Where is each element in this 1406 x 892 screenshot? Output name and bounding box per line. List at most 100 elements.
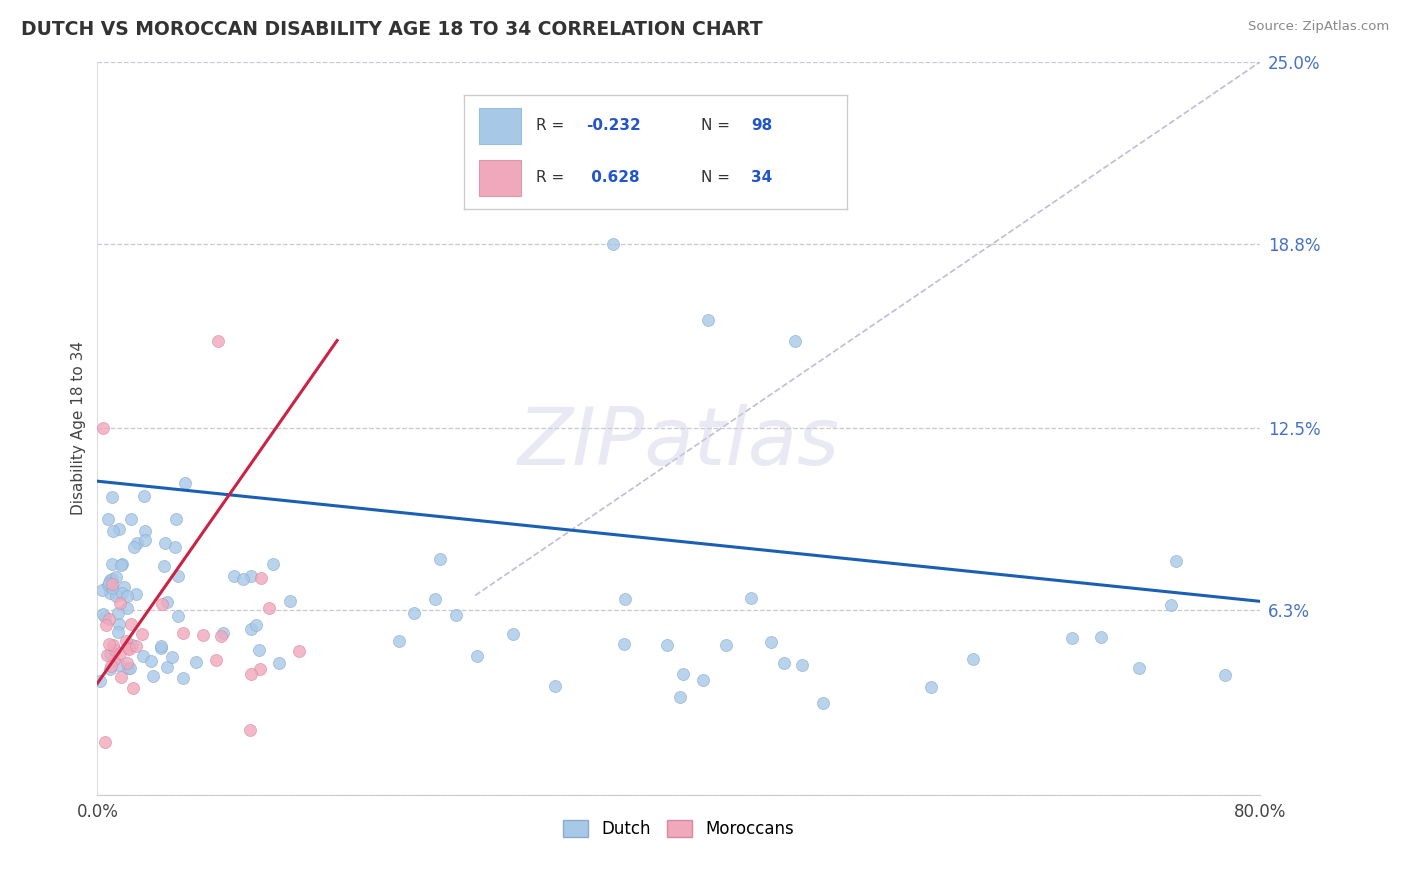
Point [103, 524, 125, 538]
Point [111, 557, 134, 571]
Point [100, 573, 122, 587]
Point [134, 533, 156, 547]
Point [131, 627, 153, 641]
Point [692, 673, 714, 687]
Point [111, 586, 134, 600]
Point [388, 634, 411, 648]
Point [1166, 553, 1188, 567]
Point [98, 647, 121, 661]
Point [101, 576, 124, 591]
Point [105, 570, 128, 584]
Point [239, 723, 262, 738]
Point [93, 610, 115, 624]
Point [134, 489, 156, 503]
Point [124, 540, 146, 554]
Point [107, 658, 129, 673]
Point [232, 572, 254, 586]
Point [502, 626, 524, 640]
Point [96, 618, 118, 632]
Point [614, 592, 637, 607]
Point [404, 606, 426, 620]
Point [172, 671, 194, 685]
Point [1160, 598, 1182, 612]
Point [125, 587, 148, 601]
Point [257, 601, 280, 615]
Point [110, 596, 132, 610]
Point [544, 679, 567, 693]
Point [97, 575, 120, 590]
Point [1062, 632, 1084, 646]
Point [107, 625, 129, 640]
Point [239, 666, 262, 681]
Point [91, 421, 114, 435]
Point [100, 662, 122, 676]
Point [267, 657, 290, 671]
Point [920, 680, 942, 694]
Point [101, 491, 124, 505]
Point [167, 569, 190, 583]
Point [813, 697, 835, 711]
Point [156, 660, 179, 674]
Point [96, 578, 118, 592]
Point [125, 639, 148, 653]
Point [100, 557, 122, 571]
Point [423, 591, 446, 606]
Point [224, 569, 246, 583]
Y-axis label: Disability Age 18 to 34: Disability Age 18 to 34 [72, 342, 86, 516]
Point [108, 522, 131, 536]
Point [97, 637, 120, 651]
Point [110, 558, 132, 572]
Point [114, 633, 136, 648]
Point [110, 670, 132, 684]
Point [121, 638, 143, 652]
Point [613, 637, 636, 651]
Point [205, 653, 228, 667]
Point [101, 572, 124, 586]
Point [249, 663, 271, 677]
Point [245, 618, 267, 632]
Point [117, 661, 139, 675]
Point [207, 334, 229, 348]
Point [103, 653, 125, 667]
Point [212, 626, 235, 640]
Point [444, 607, 467, 622]
Point [250, 571, 273, 585]
Point [120, 511, 142, 525]
Point [150, 640, 173, 655]
Point [150, 639, 173, 653]
Point [1090, 630, 1112, 644]
Point [761, 635, 783, 649]
Point [669, 690, 692, 705]
Text: ZIPatlas: ZIPatlas [517, 404, 839, 482]
Point [93, 735, 115, 749]
Point [278, 594, 301, 608]
Point [91, 582, 114, 597]
Point [110, 646, 132, 660]
Point [163, 540, 186, 554]
Point [211, 629, 233, 643]
Point [529, 149, 551, 163]
Point [98, 586, 121, 600]
Point [173, 475, 195, 490]
Point [239, 569, 262, 583]
Point [120, 661, 142, 675]
Point [239, 622, 262, 636]
Point [153, 559, 176, 574]
Point [792, 658, 814, 673]
Point [249, 642, 271, 657]
Point [153, 536, 176, 550]
Point [467, 648, 489, 663]
Point [288, 644, 311, 658]
Point [162, 650, 184, 665]
Point [104, 589, 127, 603]
Point [97, 512, 120, 526]
Point [740, 591, 762, 606]
Point [103, 643, 125, 657]
Point [117, 642, 139, 657]
Point [657, 638, 679, 652]
Point [139, 654, 162, 668]
Point [262, 557, 284, 571]
Point [696, 313, 718, 327]
Point [672, 667, 695, 681]
Legend: Dutch, Moroccans: Dutch, Moroccans [557, 814, 801, 845]
